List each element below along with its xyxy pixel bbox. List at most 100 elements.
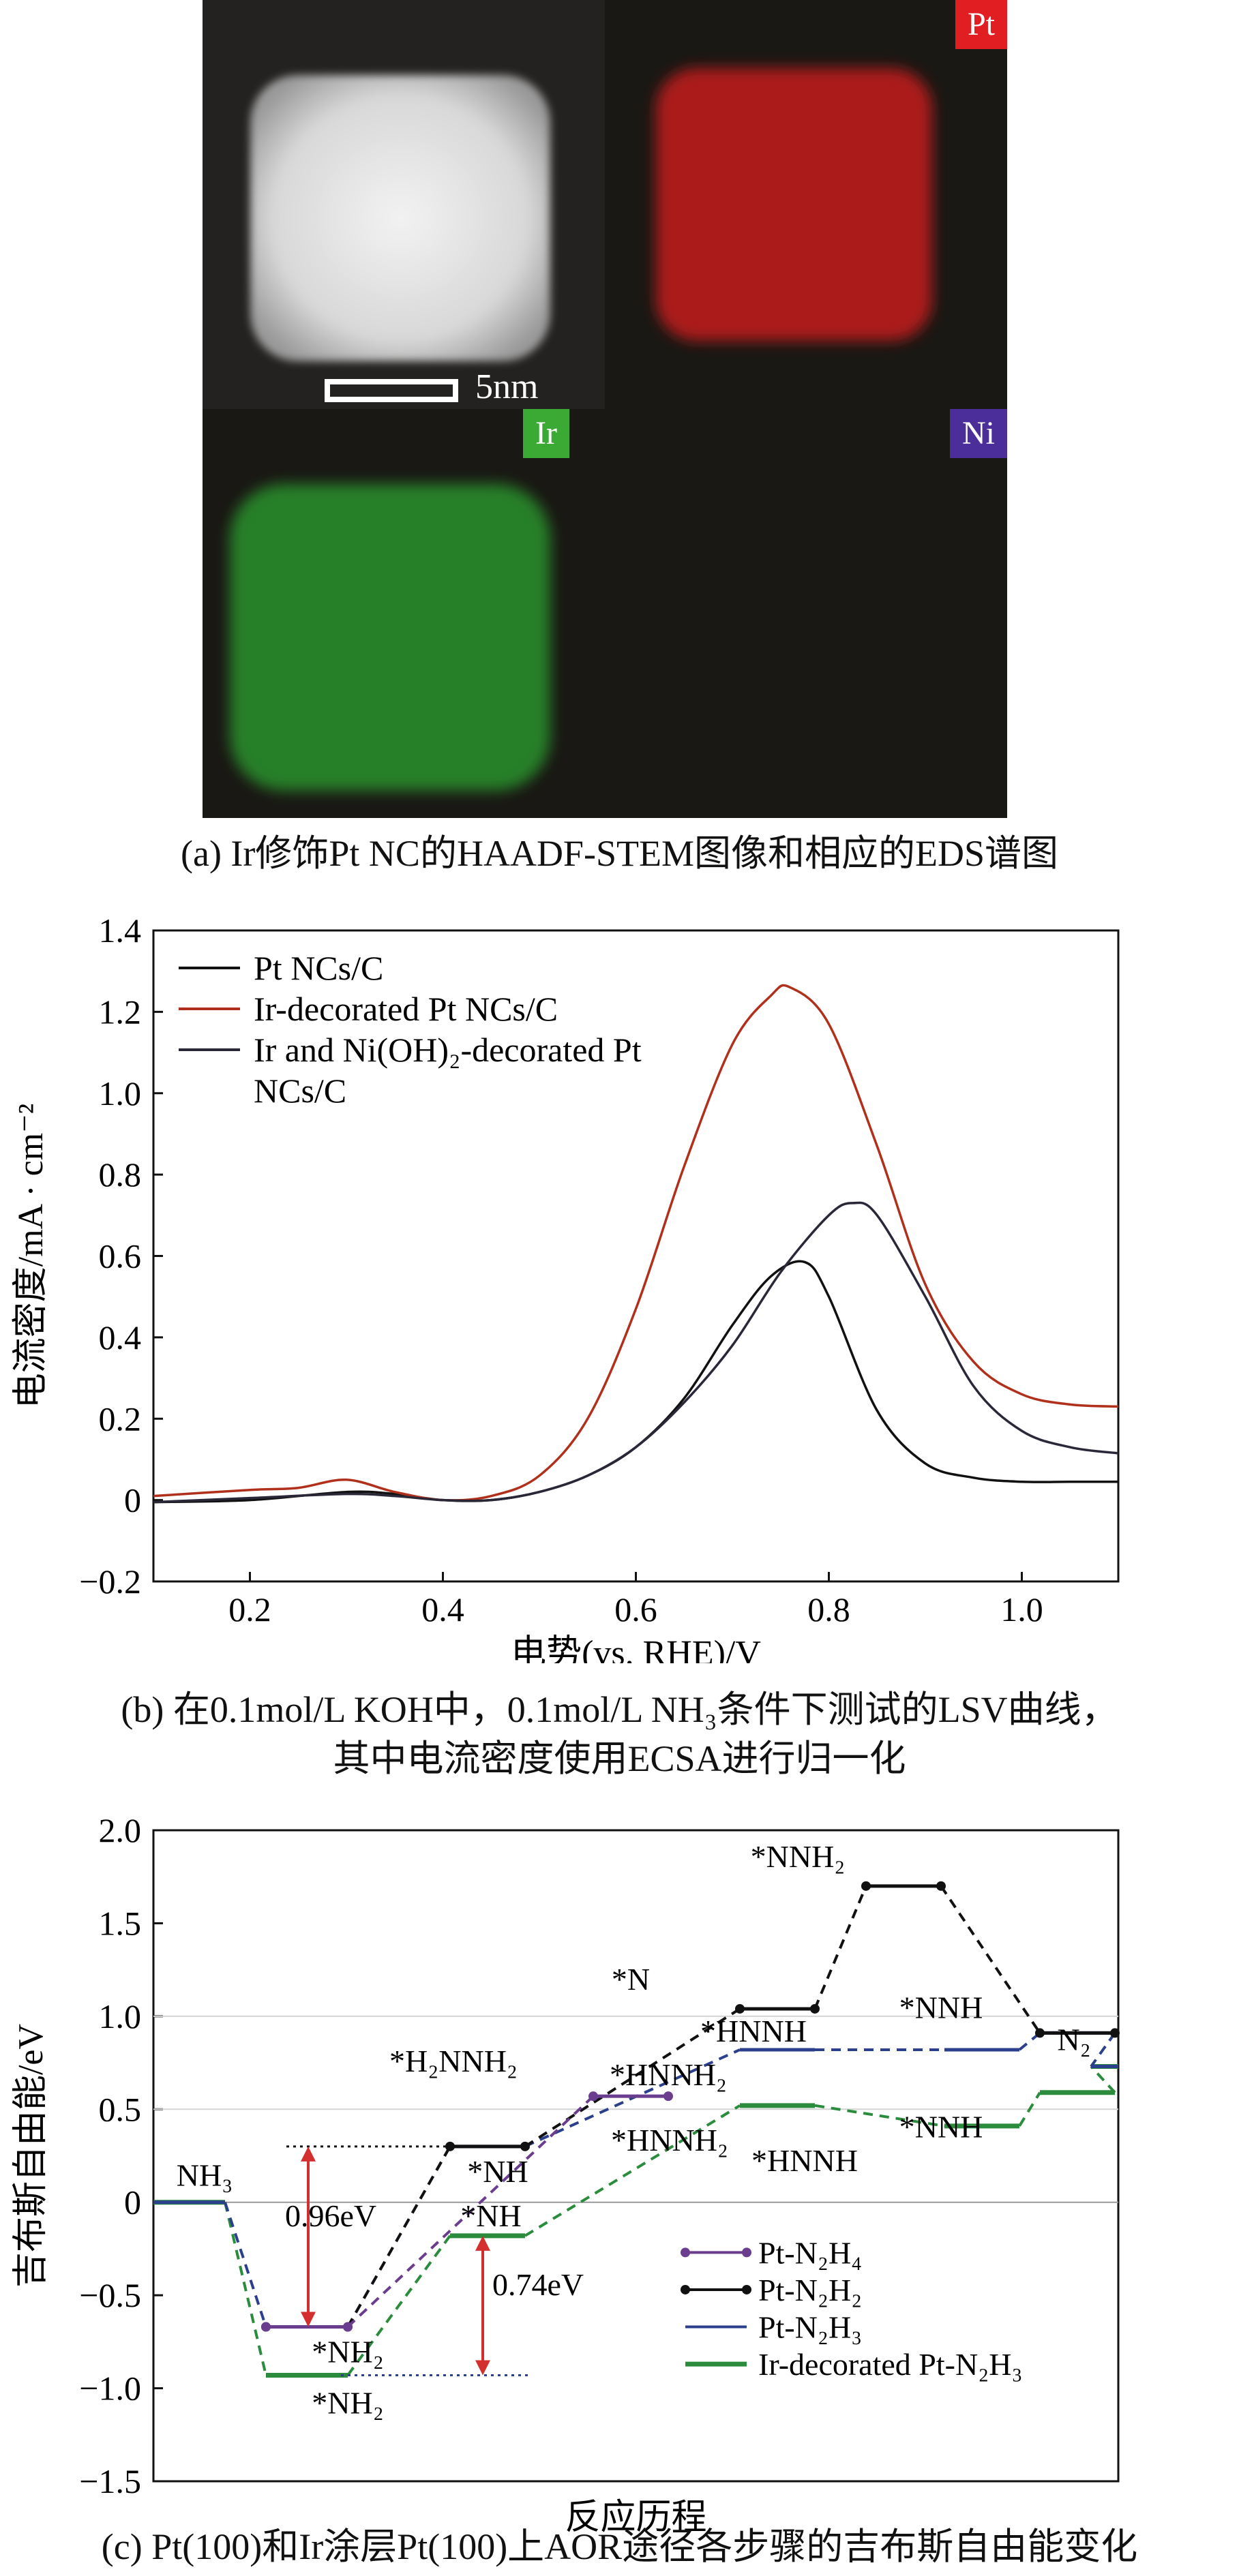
legend-label-2: Pt-N₂H₃ xyxy=(758,2310,862,2345)
label-nnh2: *NNH₂ xyxy=(751,1839,846,1874)
haadf-eds-image: 5nm Pt Ir Ni xyxy=(203,0,1007,818)
y-tick-label: −1.0 xyxy=(79,2369,141,2408)
ni-map-quadrant: Ni xyxy=(605,409,1007,818)
label-nh-bot: *NH xyxy=(460,2198,521,2233)
plot-frame xyxy=(152,1829,1120,2483)
label-hnnh-bot: *HNNH xyxy=(751,2143,858,2178)
level-marker-0-0a xyxy=(261,2322,271,2332)
connector-3-1 xyxy=(224,2202,267,2376)
connector-3-5 xyxy=(1018,2091,1041,2127)
y-tick-label: 0.6 xyxy=(99,1237,142,1275)
scale-bar xyxy=(325,379,458,402)
y-tick-label: 0.8 xyxy=(99,1155,142,1194)
y-tick-label: 1.0 xyxy=(99,1074,142,1112)
legend-label-1: Pt-N₂H₂ xyxy=(758,2273,862,2307)
connector-3-4 xyxy=(814,2104,945,2127)
ir-map-quadrant: Ir xyxy=(203,409,605,818)
y-tick-label: 2.0 xyxy=(99,1811,142,1849)
level-marker-1-4b xyxy=(1110,2028,1120,2038)
y-tick-label: 1.4 xyxy=(99,911,142,950)
connector-2-3 xyxy=(524,2048,741,2148)
y-tick-label: −0.2 xyxy=(79,1562,141,1601)
caption-c: (c) Pt(100)和Ir涂层Pt(100)上AOR途径各步骤的吉布斯自由能变… xyxy=(101,2526,1138,2567)
gibbs-energy-chart: −1.5 −1.0 −0.5 0 0.5 1.0 1.5 2.0 反应历程 吉布斯自由能/eV N… xyxy=(12,1811,1120,2536)
y-tick-label: 0 xyxy=(124,2183,141,2222)
ni-label: Ni xyxy=(950,409,1007,458)
connector-3-2 xyxy=(346,2234,451,2376)
legend-marker-1b xyxy=(742,2284,751,2294)
label-nh3: NH₃ xyxy=(177,2158,233,2193)
label-n2: N₂ xyxy=(1057,2022,1090,2057)
series-line-2 xyxy=(153,1201,1119,1504)
connector-2-1 xyxy=(224,2202,267,2328)
scale-bar-label: 5nm xyxy=(475,367,539,406)
label-gap-1: 0.96eV xyxy=(285,2198,376,2233)
y-axis-label: 电流密度/mA · cm⁻² xyxy=(12,1104,50,1408)
legend-label-2b: NCs/C xyxy=(254,1072,346,1110)
series-line-1 xyxy=(153,984,1119,1502)
gap-arrow-1-head-bottom xyxy=(301,2312,316,2327)
legend-label-0: Pt-N₂H₄ xyxy=(758,2235,862,2270)
gap-arrow-2-head-bottom xyxy=(475,2360,490,2376)
y-tick-label: 0.2 xyxy=(99,1399,142,1438)
x-tick-label: 0.2 xyxy=(228,1590,271,1628)
gap-arrow-1-head-top xyxy=(301,2146,316,2162)
x-axis-label: 反应历程 xyxy=(565,2498,706,2536)
y-tick-label: −0.5 xyxy=(79,2276,141,2314)
caption-b-line2: 其中电流密度使用ECSA进行归一化 xyxy=(333,1738,906,1779)
x-tick-label: 0.8 xyxy=(807,1590,850,1628)
legend-marker-0b xyxy=(742,2247,751,2258)
connector-1-3 xyxy=(813,1885,867,2010)
label-hnnh2-bot: *HNNH₂ xyxy=(611,2123,728,2157)
gap-arrow-2-head-top xyxy=(475,2235,490,2251)
gap-annotations xyxy=(286,2145,532,2376)
legend-label-2a: Ir and Ni(OH)₂-decorated Pt xyxy=(254,1031,642,1069)
x-tick-label: 0.4 xyxy=(421,1590,464,1628)
lsv-chart: −0.2 0 0.2 0.4 0.6 0.8 1.0 1.2 1.4 0.2 0.4 0.6 0.8 1.… xyxy=(12,911,1120,1663)
y-tick-label: 0.4 xyxy=(99,1318,142,1357)
label-nh-top: *NH xyxy=(467,2154,528,2189)
y-axis-label: 吉布斯自由能/eV xyxy=(12,2024,50,2288)
legend-marker-0a xyxy=(681,2247,690,2258)
label-gap-2: 0.74eV xyxy=(492,2267,584,2302)
connector-3-3 xyxy=(524,2104,741,2237)
label-hnnh-top: *HNNH xyxy=(700,2014,807,2048)
label-nh2-top: *NH₂ xyxy=(312,2335,383,2369)
legend-marker-1a xyxy=(681,2284,690,2294)
plot-frame xyxy=(152,929,1120,1583)
connector-1-4 xyxy=(940,1885,1041,2034)
legend-label-3: Ir-decorated Pt-N₂H₃ xyxy=(758,2347,1023,2382)
label-h2nnh2: *H₂NNH₂ xyxy=(389,2044,518,2078)
haadf-quadrant: 5nm xyxy=(203,0,605,409)
label-hnnh2-top: *HNNH₂ xyxy=(610,2057,727,2092)
lsv-legend: Pt NCs/CIr-decorated Pt NCs/CIr and Ni(O… xyxy=(179,949,642,1110)
label-nh2-bot: *NH₂ xyxy=(312,2385,383,2420)
series-line-0 xyxy=(153,1260,1118,1504)
y-tick-label: 1.0 xyxy=(99,1997,142,2035)
x-tick-label: 1.0 xyxy=(1000,1590,1043,1628)
connector-2-6 xyxy=(1090,2032,1116,2067)
y-tick-label: 1.5 xyxy=(99,1904,142,1942)
caption-b-line1: (b) 在0.1mol/L KOH中，0.1mol/L NH₃条件下测试的LSV… xyxy=(121,1689,1118,1730)
label-nnh-top: *NNH xyxy=(899,1990,983,2025)
y-tick-label: 0 xyxy=(124,1481,141,1519)
nanocube xyxy=(250,75,550,361)
label-n: *N xyxy=(612,1962,650,1997)
level-marker-0-1b xyxy=(663,2091,673,2102)
level-marker-1-4a xyxy=(1035,2028,1045,2038)
label-nnh-bot: *NNH xyxy=(899,2110,983,2145)
y-tick-label: 0.5 xyxy=(99,2090,142,2128)
y-tick-label: 1.2 xyxy=(99,992,142,1031)
ir-label: Ir xyxy=(523,409,569,458)
ir-signal xyxy=(230,484,550,791)
pt-map-quadrant: Pt xyxy=(605,0,1007,409)
legend-label-0: Pt NCs/C xyxy=(254,949,383,987)
x-axis-label: 电势(vs. RHE)/V xyxy=(511,1634,761,1663)
caption-a: (a) Ir修饰Pt NC的HAADF-STEM图像和相应的EDS谱图 xyxy=(181,833,1058,874)
pt-signal xyxy=(656,68,932,341)
pt-label: Pt xyxy=(955,0,1007,49)
connector-0-1 xyxy=(346,2095,595,2328)
connector-1-1 xyxy=(346,2145,451,2328)
x-tick-label: 0.6 xyxy=(614,1590,657,1628)
